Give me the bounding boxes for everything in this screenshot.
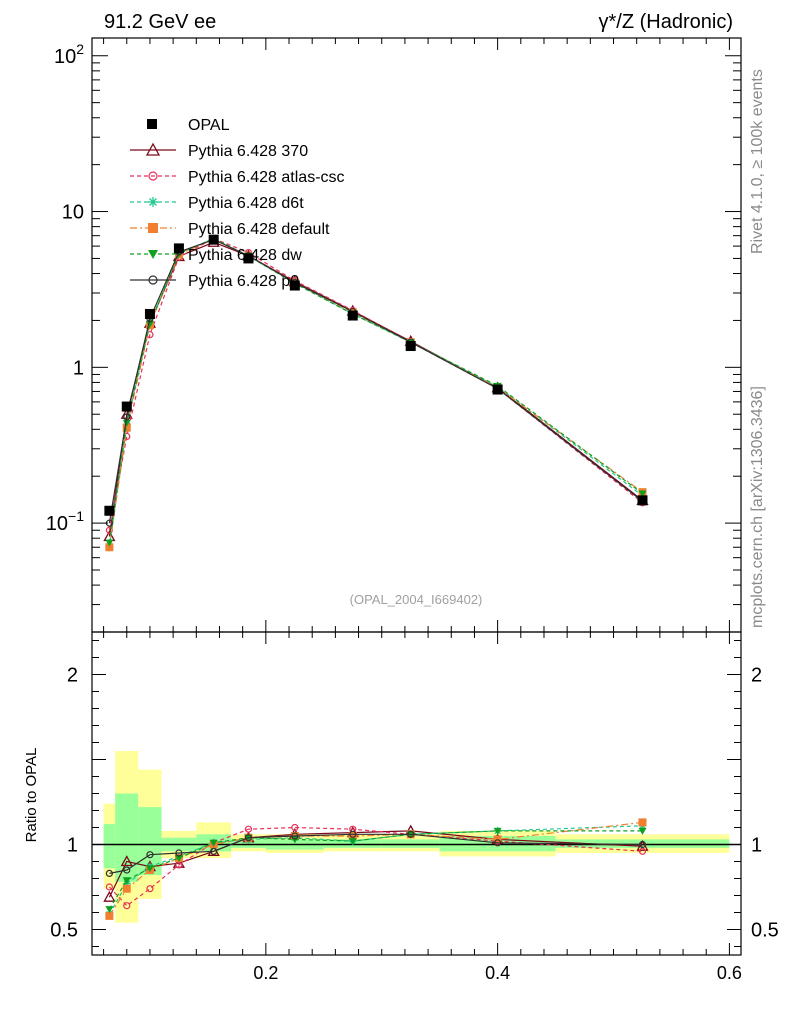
series-point-3-1	[122, 423, 131, 432]
band-green-10	[555, 839, 730, 848]
series-point-4-1	[122, 419, 131, 427]
ratio-y-tick-label-right-0: 0.5	[751, 920, 779, 942]
analysis-watermark: (OPAL_2004_I669402)	[350, 592, 483, 607]
x-tick-label-0: 0.2	[253, 963, 278, 983]
data-point-7	[347, 310, 358, 321]
data-point-0	[104, 505, 115, 516]
legend-label-2: Pythia 6.428 d6t	[188, 195, 304, 212]
ratio-point-4-2	[145, 865, 154, 873]
band-green-0	[103, 824, 116, 869]
ratio-point-1-6	[291, 823, 299, 832]
legend-label-5: Pythia 6.428 p0	[188, 273, 299, 290]
x-tick-label-2: 0.6	[717, 963, 742, 983]
legend-label-1: Pythia 6.428 atlas-csc	[188, 169, 345, 186]
ratio-point-5-6	[291, 832, 299, 840]
ratio-point-5-0	[105, 869, 113, 878]
ratio-y-tick-label-right-1: 1	[751, 835, 762, 857]
ratio-point-4-7	[348, 838, 357, 846]
legend-marker-4	[148, 250, 158, 259]
ratio-point-1-2	[146, 885, 154, 893]
series-point-4-0	[105, 539, 114, 547]
legend-label-4: Pythia 6.428 dw	[188, 247, 302, 264]
ratio-point-1-1	[123, 902, 131, 910]
series-point-3-0	[105, 543, 114, 552]
ratio-line-1	[108, 826, 643, 907]
x-tick-label-1: 0.4	[485, 963, 510, 983]
ratio-point-4-3	[174, 855, 183, 863]
ratio-y-tick-label-right-2: 2	[751, 665, 762, 687]
ratio-point-1-10	[638, 847, 647, 855]
ratio-point-5-10	[638, 840, 647, 849]
title-left: 91.2 GeV ee	[104, 11, 216, 33]
ratio-point-5-1	[123, 866, 131, 874]
data-point-9	[492, 384, 503, 395]
main-panel	[103, 234, 649, 552]
legend-label-3: Pythia 6.428 default	[188, 221, 330, 238]
ratio-ylabel: Ratio to OPAL	[23, 748, 40, 843]
band-green-5	[231, 839, 266, 848]
series-point-4-10	[638, 490, 647, 498]
legend-marker-0	[145, 142, 161, 156]
y-tick-label-3: 102	[54, 41, 84, 68]
ratio-point-3-1	[122, 884, 131, 893]
data-point-6	[289, 280, 300, 291]
y-tick-label-1: 1	[73, 357, 84, 379]
ratio-point-1-5	[244, 825, 253, 833]
ratio-point-1-0	[105, 883, 113, 891]
ratio-y-tick-label-1: 1	[67, 835, 78, 857]
ratio-point-5-7	[349, 830, 357, 838]
series-line-4	[108, 237, 643, 543]
data-point-4	[208, 234, 219, 245]
data-point-10	[637, 495, 648, 506]
y-tick-label-0: 10−1	[46, 508, 84, 535]
ratio-point-3-7	[348, 832, 357, 840]
series-point-4-2	[145, 320, 154, 328]
ratio-point-0-1	[120, 855, 133, 867]
series-point-5-1	[123, 413, 131, 421]
data-point-2	[144, 308, 155, 319]
ratio-y-tick-label-0: 0.5	[50, 920, 78, 942]
legend-marker-2	[148, 197, 158, 207]
legend-marker-data	[147, 119, 157, 129]
ratio-point-5-2	[146, 851, 154, 859]
ratio-frame	[91, 631, 742, 956]
ratio-point-5-9	[494, 839, 502, 847]
ratio-point-4-10	[638, 827, 647, 835]
legend: OPAL Pythia 6.428 370 Pythia 6.428 atlas-c…	[130, 117, 345, 290]
ratio-point-4-0	[105, 906, 114, 914]
rivet-label: Rivet 4.1.0, ≥ 100k events	[749, 69, 766, 254]
ratio-line-2	[108, 825, 643, 915]
legend-marker-5	[148, 275, 158, 285]
ratio-point-5-4	[210, 847, 218, 855]
ratio-point-4-4	[209, 839, 218, 847]
ratio-y-tick-label-2: 2	[67, 665, 78, 687]
axes: 0.2 0.4 0.6 10−1 1 10 102 0.5 0.5 1 1 2 2	[46, 37, 779, 983]
ratio-point-3-0	[105, 911, 114, 920]
data-point-8	[405, 341, 416, 352]
ratio-panel	[92, 818, 741, 920]
ratio-point-0-0	[103, 890, 116, 902]
data-point-1	[121, 401, 132, 412]
title-right: γ*/Z (Hadronic)	[599, 11, 733, 33]
ratio-uncertainty-bands	[103, 751, 730, 923]
band-green-1	[115, 793, 139, 882]
ratio-point-4-9	[493, 827, 502, 835]
legend-marker-3	[148, 223, 158, 233]
ratio-point-3-10	[638, 818, 647, 827]
legend-marker-1	[148, 171, 158, 181]
data-point-3	[173, 243, 184, 254]
ratio-line-5	[109, 833, 643, 874]
legend-label-data: OPAL	[188, 117, 230, 134]
mcplots-label: mcplots.cern.ch [arXiv:1306.3436]	[749, 386, 766, 628]
legend-label-0: Pythia 6.428 370	[188, 143, 308, 160]
ratio-point-5-5	[244, 834, 253, 842]
ratio-point-5-8	[407, 830, 415, 838]
y-tick-label-2: 10	[62, 202, 84, 224]
ratio-point-5-3	[175, 849, 183, 857]
data-point-5	[243, 253, 254, 264]
ratio-point-4-1	[122, 877, 131, 885]
band-green-8	[381, 839, 440, 848]
